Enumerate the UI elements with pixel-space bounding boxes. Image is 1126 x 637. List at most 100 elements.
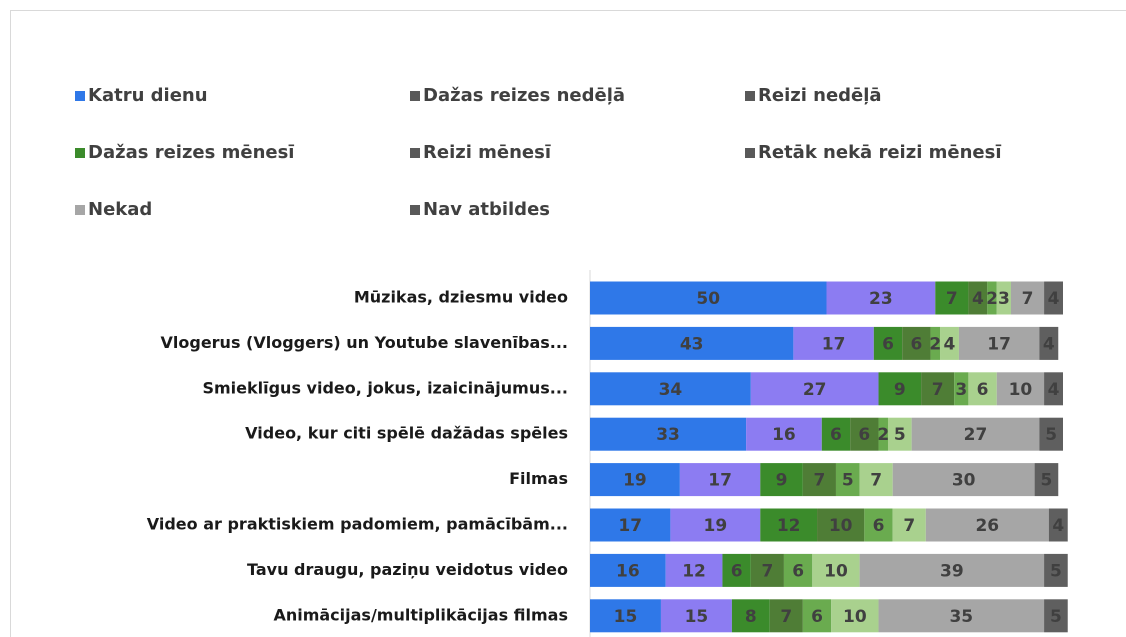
value-label: 6 <box>873 516 885 536</box>
bar-segment <box>826 281 936 315</box>
bar-segment <box>987 281 997 315</box>
bar-segment <box>887 417 912 451</box>
legend-swatch <box>75 205 85 215</box>
value-label: 6 <box>830 425 842 445</box>
value-label: 33 <box>656 425 680 445</box>
bar-segment <box>812 553 860 587</box>
bar-segment <box>750 372 879 406</box>
value-label: 7 <box>761 561 773 581</box>
legend-label: Nav atbildes <box>423 199 550 220</box>
category-label: Smieklīgus video, jokus, izaicinājumus..… <box>202 378 568 397</box>
category-label: Video ar praktiskiem padomiem, pamācībām… <box>147 515 568 534</box>
bar-segment <box>935 281 969 315</box>
bar-segment <box>590 326 794 360</box>
value-label: 7 <box>1022 289 1034 309</box>
bar-segment <box>911 417 1040 451</box>
bar-segment <box>769 599 803 633</box>
bar-segment <box>660 599 732 633</box>
bar-segment <box>590 281 827 315</box>
legend-swatch <box>745 148 755 158</box>
value-label: 43 <box>680 334 704 354</box>
bar-segment <box>817 508 865 542</box>
bar-segment <box>892 463 1035 497</box>
value-label: 5 <box>894 425 906 445</box>
bar-segment <box>968 281 988 315</box>
legend-swatch <box>75 148 85 158</box>
value-label: 4 <box>972 289 984 309</box>
bar-segment <box>1039 417 1063 451</box>
legend-label: Dažas reizes nedēļā <box>423 85 625 106</box>
value-label: 23 <box>869 289 893 309</box>
bar-segment <box>996 372 1045 406</box>
value-label: 17 <box>822 334 846 354</box>
value-label: 7 <box>932 380 944 400</box>
value-label: 5 <box>1050 607 1062 627</box>
legend-label: Reizi mēnesī <box>423 142 551 163</box>
value-label: 5 <box>842 471 854 491</box>
bar-segment <box>873 326 903 360</box>
value-label: 4 <box>944 334 956 354</box>
value-label: 8 <box>745 607 757 627</box>
value-label: 50 <box>696 289 720 309</box>
bar-segment <box>1034 463 1059 497</box>
bar-segment <box>835 463 860 497</box>
bar-segment <box>878 599 1045 633</box>
value-label: 30 <box>952 471 976 491</box>
value-label: 17 <box>618 516 642 536</box>
bar-segment <box>760 463 803 497</box>
value-label: 10 <box>829 516 853 536</box>
value-label: 6 <box>882 334 894 354</box>
value-label: 26 <box>975 516 999 536</box>
value-label: 5 <box>1050 561 1062 581</box>
legend-swatch <box>410 205 420 215</box>
bar-segment <box>802 599 832 633</box>
bar-segment <box>590 372 751 406</box>
bar-segment <box>892 508 926 542</box>
value-label: 19 <box>623 471 647 491</box>
value-label: 5 <box>1045 425 1057 445</box>
bar-segment <box>958 326 1040 360</box>
bar-segment <box>930 326 941 360</box>
bar-segment <box>859 463 893 497</box>
value-label: 7 <box>903 516 915 536</box>
chart-frame <box>10 10 1126 637</box>
legend-swatch <box>410 148 420 158</box>
value-label: 39 <box>940 561 964 581</box>
value-label: 27 <box>803 380 827 400</box>
category-label: Mūzikas, dziesmu video <box>354 288 568 307</box>
value-label: 4 <box>1048 380 1060 400</box>
value-label: 10 <box>843 607 867 627</box>
value-label: 5 <box>1041 471 1053 491</box>
value-label: 7 <box>813 471 825 491</box>
bar-segment <box>802 463 836 497</box>
bar-segment <box>1044 281 1063 315</box>
legend-swatch <box>75 91 85 101</box>
bar-segment <box>1010 281 1045 315</box>
value-label: 9 <box>894 380 906 400</box>
category-label: Video, kur citi spēlē dažādas spēles <box>245 424 568 443</box>
bar-segment <box>850 417 879 451</box>
value-label: 6 <box>811 607 823 627</box>
bar-segment <box>954 372 969 406</box>
category-label: Vlogerus (Vloggers) un Youtube slavenība… <box>161 333 569 352</box>
value-label: 6 <box>977 380 989 400</box>
value-label: 9 <box>776 471 788 491</box>
value-label: 6 <box>792 561 804 581</box>
value-label: 7 <box>946 289 958 309</box>
bar-segment <box>679 463 761 497</box>
value-label: 10 <box>824 561 848 581</box>
bar-segment <box>731 599 770 633</box>
bar-segment <box>1044 372 1063 406</box>
bar-segment <box>590 508 671 542</box>
value-label: 3 <box>998 289 1010 309</box>
bar-segment <box>746 417 822 451</box>
legend-label: Nekad <box>88 199 152 220</box>
category-label: Tavu draugu, paziņu veidotus video <box>247 560 568 579</box>
bar-segment <box>925 508 1049 542</box>
bar-segment <box>722 553 751 587</box>
bar-segment <box>590 417 747 451</box>
bar-segment <box>750 553 784 587</box>
value-label: 2 <box>877 425 889 445</box>
bar-segment <box>1044 599 1068 633</box>
